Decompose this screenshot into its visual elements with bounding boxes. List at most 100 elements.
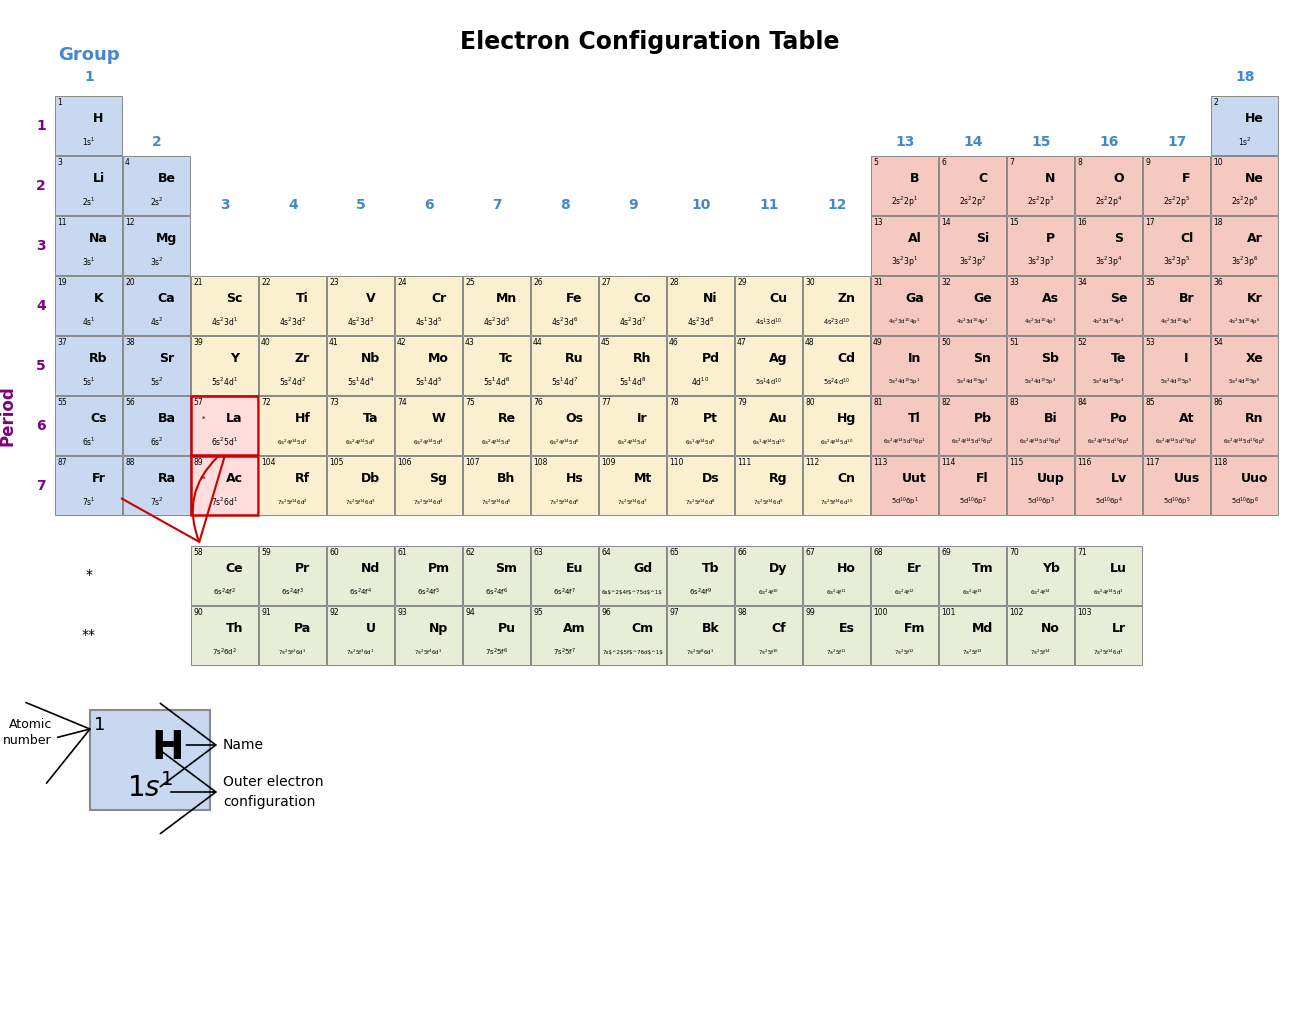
Bar xyxy=(259,276,326,335)
Text: Y: Y xyxy=(230,352,239,365)
Text: 7: 7 xyxy=(1009,158,1014,167)
Text: 8: 8 xyxy=(1076,158,1082,167)
Text: I: I xyxy=(1184,352,1188,365)
Text: Sr: Sr xyxy=(159,352,174,365)
Text: **: ** xyxy=(82,629,96,642)
Text: 6s$^2$4f$^5$: 6s$^2$4f$^5$ xyxy=(417,586,441,597)
Text: 111: 111 xyxy=(737,458,751,467)
Bar xyxy=(939,156,1006,215)
Text: 4s$^2$3d$^{10}$4p$^6$: 4s$^2$3d$^{10}$4p$^6$ xyxy=(1228,317,1261,327)
Text: 82: 82 xyxy=(941,398,950,407)
Bar xyxy=(599,336,666,395)
Text: Eu: Eu xyxy=(566,562,584,575)
Text: Dy: Dy xyxy=(770,562,788,575)
Text: C: C xyxy=(978,172,987,185)
Text: **: ** xyxy=(200,475,207,482)
Bar xyxy=(1212,396,1278,455)
Text: 6s$^2$4f$^{11}$: 6s$^2$4f$^{11}$ xyxy=(826,587,848,596)
Text: Ar: Ar xyxy=(1247,232,1262,245)
Text: 6s$^2$4f$^{14}$5d$^6$: 6s$^2$4f$^{14}$5d$^6$ xyxy=(549,437,580,447)
Bar xyxy=(871,156,939,215)
Text: 6s$^2$4f$^{14}$5d$^{10}$6p$^6$: 6s$^2$4f$^{14}$5d$^{10}$6p$^6$ xyxy=(1223,437,1266,447)
Text: 6s$^2$4f$^6$: 6s$^2$4f$^6$ xyxy=(485,586,508,597)
Text: Rn: Rn xyxy=(1245,411,1264,425)
Text: 5s$^1$4d$^8$: 5s$^1$4d$^8$ xyxy=(619,376,646,388)
Bar xyxy=(1008,336,1074,395)
Text: Li: Li xyxy=(92,172,104,185)
Text: 5s$^1$4d$^{10}$: 5s$^1$4d$^{10}$ xyxy=(755,376,781,388)
Text: 4d$^{10}$: 4d$^{10}$ xyxy=(692,376,710,388)
Text: 6s$^2$4f$^{14}$5d$^{10}$6p$^1$: 6s$^2$4f$^{14}$5d$^{10}$6p$^1$ xyxy=(883,437,926,447)
Text: 2s$^2$2p$^2$: 2s$^2$2p$^2$ xyxy=(959,195,987,209)
Text: No: No xyxy=(1041,622,1059,635)
Text: Pa: Pa xyxy=(294,622,311,635)
Text: Al: Al xyxy=(907,232,922,245)
Bar xyxy=(395,456,462,515)
Text: 4s$^1$3d$^5$: 4s$^1$3d$^5$ xyxy=(415,316,442,328)
Bar xyxy=(939,396,1006,455)
Text: Ga: Ga xyxy=(905,292,924,305)
Text: Name: Name xyxy=(224,738,264,752)
Bar xyxy=(734,606,802,665)
Text: *: * xyxy=(86,569,92,582)
Text: 6s$^2$5d$^1$: 6s$^2$5d$^1$ xyxy=(211,436,238,448)
Bar xyxy=(1008,456,1074,515)
Text: 54: 54 xyxy=(1213,338,1223,347)
Bar xyxy=(599,276,666,335)
Text: 45: 45 xyxy=(601,338,611,347)
Text: 7s$^2$5f$^{14}$6d$^6$: 7s$^2$5f$^{14}$6d$^6$ xyxy=(549,498,580,507)
Text: Ce: Ce xyxy=(226,562,243,575)
Text: 5d$^{10}$6p$^1$: 5d$^{10}$6p$^1$ xyxy=(891,496,918,508)
Text: Mt: Mt xyxy=(633,471,651,485)
Bar xyxy=(734,396,802,455)
Text: Yb: Yb xyxy=(1041,562,1059,575)
Text: Tb: Tb xyxy=(702,562,719,575)
Text: 6s$^2$4f$^{13}$: 6s$^2$4f$^{13}$ xyxy=(962,587,983,596)
Text: Os: Os xyxy=(566,411,584,425)
Bar xyxy=(55,456,122,515)
Text: 52: 52 xyxy=(1076,338,1087,347)
Text: 10: 10 xyxy=(692,198,711,212)
Text: 5s$^2$4d$^{10}$5p$^4$: 5s$^2$4d$^{10}$5p$^4$ xyxy=(1092,377,1124,387)
Text: In: In xyxy=(907,352,922,365)
Text: 47: 47 xyxy=(737,338,746,347)
Text: 7s$^2$5f$^4$6d$^1$: 7s$^2$5f$^4$6d$^1$ xyxy=(415,647,442,656)
Text: Sb: Sb xyxy=(1041,352,1059,365)
Text: Gd: Gd xyxy=(633,562,653,575)
Text: 98: 98 xyxy=(737,608,746,617)
Bar xyxy=(259,546,326,605)
Text: 5s$^2$4d$^{10}$5p$^1$: 5s$^2$4d$^{10}$5p$^1$ xyxy=(888,377,920,387)
Text: 105: 105 xyxy=(329,458,343,467)
Text: 64: 64 xyxy=(601,548,611,557)
Bar xyxy=(599,546,666,605)
Text: 7s$^2$5f$^3$6d$^1$: 7s$^2$5f$^3$6d$^1$ xyxy=(346,647,374,656)
Text: 7s$^2$5f$^{14}$6d$^4$: 7s$^2$5f$^{14}$6d$^4$ xyxy=(413,498,443,507)
Bar xyxy=(734,276,802,335)
Text: 4s$^2$3d$^8$: 4s$^2$3d$^8$ xyxy=(686,316,714,328)
Text: Tl: Tl xyxy=(909,411,920,425)
Text: 91: 91 xyxy=(261,608,270,617)
Bar xyxy=(803,546,870,605)
Bar xyxy=(191,606,257,665)
Text: Bi: Bi xyxy=(1044,411,1057,425)
Text: Cl: Cl xyxy=(1180,232,1193,245)
Text: 7s$^2$5f$^{13}$: 7s$^2$5f$^{13}$ xyxy=(962,647,983,656)
Text: 7s$^2$5f$^{10}$: 7s$^2$5f$^{10}$ xyxy=(758,647,779,656)
Bar xyxy=(1212,336,1278,395)
Bar xyxy=(734,456,802,515)
Text: 5s$^2$4d$^{10}$: 5s$^2$4d$^{10}$ xyxy=(823,376,850,388)
Bar xyxy=(191,336,257,395)
Text: 7s$^1$: 7s$^1$ xyxy=(82,496,95,508)
Text: Sm: Sm xyxy=(495,562,517,575)
Text: 6s$^1$: 6s$^1$ xyxy=(82,436,95,448)
Text: 7s$^2$5f$^{14}$6d$^9$: 7s$^2$5f$^{14}$6d$^9$ xyxy=(753,498,784,507)
Text: 5s$^2$4d$^{10}$5p$^2$: 5s$^2$4d$^{10}$5p$^2$ xyxy=(957,377,988,387)
Text: Uup: Uup xyxy=(1036,471,1065,485)
Text: 6s$^2$4f$^{14}$5d$^{10}$: 6s$^2$4f$^{14}$5d$^{10}$ xyxy=(820,437,853,447)
Text: 4s$^2$3d$^2$: 4s$^2$3d$^2$ xyxy=(280,316,306,328)
Text: 33: 33 xyxy=(1009,278,1019,287)
Bar xyxy=(803,276,870,335)
Text: 3: 3 xyxy=(36,239,46,253)
Text: Be: Be xyxy=(157,172,176,185)
Text: Rh: Rh xyxy=(633,352,651,365)
